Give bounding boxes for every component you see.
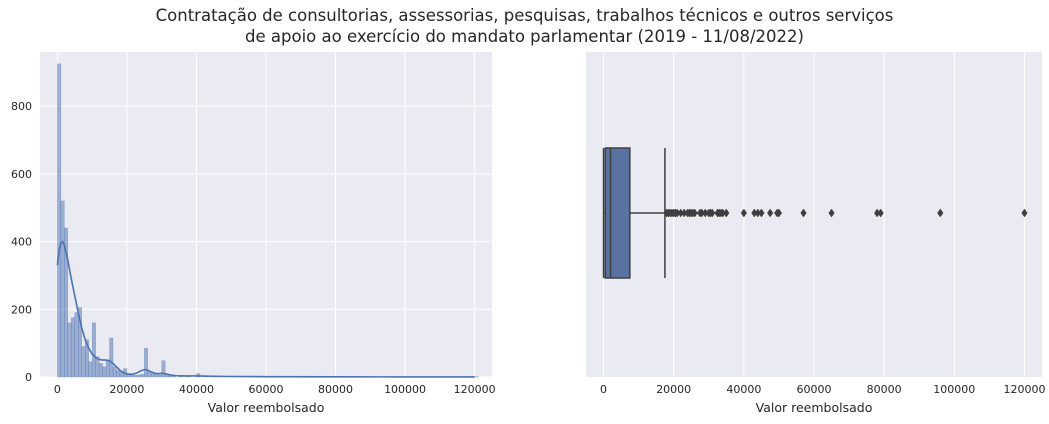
histogram-y-tick-label: 600 xyxy=(11,168,32,181)
histogram-y-tick-labels: 0 200 400 600 800 xyxy=(11,100,32,384)
histogram-bar xyxy=(75,313,78,377)
boxplot-x-tick-label: 60000 xyxy=(797,383,832,396)
histogram-bar xyxy=(155,374,158,377)
histogram-x-axis-label: Valor reembolsado xyxy=(208,400,325,415)
histogram-bar xyxy=(106,360,109,377)
boxplot-x-tick-label: 20000 xyxy=(656,383,691,396)
boxplot-panel: 0 20000 40000 60000 80000 100000 120000 Valor … xyxy=(586,52,1045,415)
boxplot-x-tick-label: 120000 xyxy=(1003,383,1045,396)
histogram-bar xyxy=(71,318,74,377)
histogram-bar xyxy=(68,323,71,377)
boxplot-x-tick-label: 100000 xyxy=(933,383,975,396)
histogram-bar xyxy=(151,374,154,377)
histogram-bar xyxy=(113,367,116,377)
histogram-x-tick-label: 0 xyxy=(54,383,61,396)
histogram-bar xyxy=(158,375,161,377)
histogram-x-tick-label: 80000 xyxy=(318,383,353,396)
histogram-y-tick-label: 800 xyxy=(11,100,32,113)
histogram-bar xyxy=(82,347,85,377)
boxplot-x-tick-label: 80000 xyxy=(867,383,902,396)
histogram-x-tick-labels: 0 20000 40000 60000 80000 100000 120000 xyxy=(54,383,496,396)
histogram-x-tick-label: 120000 xyxy=(454,383,496,396)
histogram-bar xyxy=(110,338,113,377)
histogram-panel: 0 20000 40000 60000 80000 100000 120000 0 200 40… xyxy=(11,52,496,415)
boxplot-x-tick-label: 40000 xyxy=(726,383,761,396)
histogram-bar xyxy=(61,201,64,377)
histogram-bar xyxy=(92,323,95,377)
histogram-bar xyxy=(116,370,119,377)
histogram-y-tick-label: 400 xyxy=(11,236,32,249)
histogram-bar xyxy=(141,374,144,377)
histogram-y-tick-label: 0 xyxy=(25,371,32,384)
histogram-bar xyxy=(89,362,92,377)
iqr-box xyxy=(605,148,630,278)
histogram-bar xyxy=(148,372,151,377)
histogram-x-tick-label: 40000 xyxy=(179,383,214,396)
histogram-bar xyxy=(137,375,140,377)
chart-title-line1: Contratação de consultorias, assessorias… xyxy=(156,6,894,25)
histogram-bar xyxy=(144,348,147,377)
histogram-x-tick-label: 100000 xyxy=(384,383,426,396)
boxplot-x-tick-labels: 0 20000 40000 60000 80000 100000 120000 xyxy=(600,383,1045,396)
histogram-bar xyxy=(99,363,102,377)
chart-title-line2: de apoio ao exercício do mandato parlame… xyxy=(245,27,804,46)
histogram-y-tick-label: 200 xyxy=(11,303,32,316)
histogram-bar xyxy=(134,375,137,377)
histogram-bar xyxy=(57,64,60,377)
histogram-x-tick-label: 20000 xyxy=(109,383,144,396)
histogram-bar xyxy=(103,367,106,377)
histogram-bar xyxy=(162,361,165,377)
boxplot-x-axis-label: Valor reembolsado xyxy=(756,400,873,415)
boxplot-x-tick-label: 0 xyxy=(600,383,607,396)
histogram-x-tick-label: 60000 xyxy=(249,383,284,396)
